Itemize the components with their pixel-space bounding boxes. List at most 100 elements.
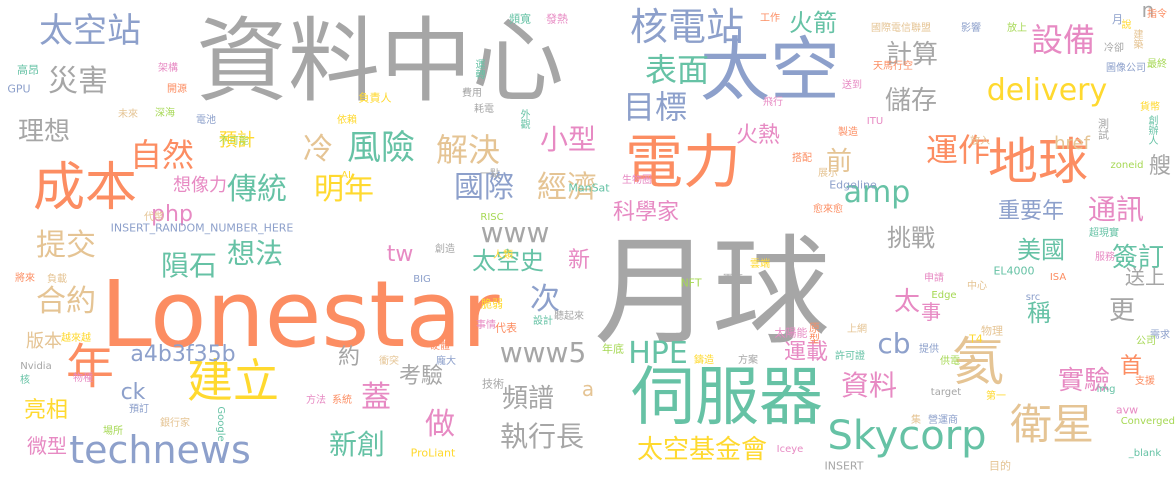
word-76: 版本 bbox=[26, 331, 62, 352]
word-49: 美國 bbox=[1017, 236, 1065, 264]
small-word-68: 需求 bbox=[1150, 330, 1170, 341]
word-77: 預計 bbox=[219, 130, 255, 151]
small-word-40: ManSat bbox=[568, 181, 610, 195]
small-word-102: ProLiant bbox=[410, 446, 456, 460]
small-word-91: 銀行家 bbox=[160, 418, 190, 429]
small-word-98: 支援 bbox=[1135, 376, 1155, 387]
small-word-15: 費用 bbox=[462, 88, 482, 99]
small-word-59: 中心 bbox=[967, 281, 987, 292]
small-word-38: AI bbox=[341, 170, 351, 181]
small-word-30: 依賴 bbox=[337, 115, 357, 126]
word-59: 新 bbox=[567, 248, 591, 273]
word-63: 考驗 bbox=[398, 364, 444, 389]
word-67: 新創 bbox=[328, 428, 386, 461]
small-word-3: 國際電信聯盟 bbox=[871, 23, 931, 34]
word-56: 重要年 bbox=[997, 199, 1065, 224]
word-84: a bbox=[581, 377, 595, 401]
word-22: 傳統 bbox=[227, 172, 287, 207]
small-word-16: 運轉 bbox=[473, 59, 484, 79]
small-word-71: Nvidia bbox=[20, 361, 52, 372]
word-23: 明年 bbox=[314, 172, 374, 207]
word-10: technews bbox=[69, 428, 251, 472]
word-83: 首 bbox=[1119, 354, 1143, 379]
word-29: 設備 bbox=[1030, 21, 1096, 59]
small-word-62: 脆弱 bbox=[481, 297, 503, 311]
word-18: 自然 bbox=[129, 136, 195, 174]
word-44: www5 bbox=[499, 336, 587, 369]
small-word-10: 開源 bbox=[167, 84, 187, 95]
small-word-32: 外觀 bbox=[518, 109, 529, 129]
small-word-76: 龐大 bbox=[436, 356, 456, 367]
word-58: 太空史 bbox=[472, 247, 544, 275]
small-word-46: 人類 bbox=[493, 250, 513, 261]
small-word-72: 核 bbox=[20, 375, 30, 386]
small-word-101: Converged bbox=[1120, 416, 1175, 427]
small-word-57: 申請 bbox=[924, 273, 944, 284]
word-24: 國際 bbox=[454, 170, 514, 205]
small-word-103: INSERT bbox=[824, 459, 864, 473]
small-word-105: Iceye bbox=[776, 444, 804, 455]
small-word-53: NFT bbox=[680, 276, 702, 290]
small-word-95: target bbox=[930, 387, 962, 398]
word-9: 建立 bbox=[187, 354, 279, 408]
small-word-33: 飛行 bbox=[763, 97, 783, 108]
word-42: 合約 bbox=[36, 284, 96, 319]
small-word-89: 方法 bbox=[306, 395, 326, 406]
small-word-6: 說 bbox=[1119, 19, 1130, 29]
small-word-35: 展示 bbox=[818, 168, 838, 179]
small-word-17: 送到 bbox=[842, 80, 862, 91]
small-word-23: 測試 bbox=[1096, 118, 1110, 140]
word-6: 地球 bbox=[988, 133, 1088, 191]
small-word-21: 最終 bbox=[1147, 59, 1167, 70]
small-word-65: 事情 bbox=[476, 320, 496, 331]
small-word-67: 上網 bbox=[847, 324, 867, 335]
small-word-24: 創辦人 bbox=[1146, 115, 1157, 145]
word-48: 挑戰 bbox=[887, 224, 935, 252]
small-word-75: 衝突 bbox=[379, 356, 399, 367]
small-word-51: 負載 bbox=[47, 274, 67, 285]
small-word-64: 設計 bbox=[533, 316, 553, 327]
small-word-27: 放入 bbox=[970, 136, 990, 147]
small-word-69: 公司 bbox=[1136, 336, 1156, 347]
word-34: 理想 bbox=[17, 117, 71, 147]
small-word-4: 影響 bbox=[961, 23, 981, 34]
small-word-108: 月 bbox=[1110, 13, 1124, 25]
word-11: 氦 bbox=[951, 333, 1005, 393]
word-2: 資料中心 bbox=[195, 8, 565, 115]
word-38: php bbox=[151, 202, 193, 227]
small-word-36: Edgeline bbox=[829, 178, 877, 192]
word-47: cb bbox=[877, 327, 911, 360]
small-word-107: 目的 bbox=[989, 459, 1011, 473]
small-word-54: 雲端 bbox=[750, 259, 770, 270]
word-26: delivery bbox=[986, 73, 1108, 108]
word-41: 提交 bbox=[36, 228, 96, 263]
small-word-96: img bbox=[1096, 384, 1116, 395]
small-word-92: 預訂 bbox=[129, 404, 149, 415]
small-word-77: 年底 bbox=[602, 342, 624, 356]
word-32: 火箭 bbox=[789, 9, 837, 37]
word-3: 太空 bbox=[700, 29, 840, 111]
word-16: 表面 bbox=[644, 51, 710, 89]
word-64: 頻譜 bbox=[501, 384, 555, 414]
small-word-81: 太陽能 bbox=[774, 326, 808, 340]
small-word-0: 頻寬 bbox=[509, 12, 531, 26]
word-35: 小型 bbox=[539, 123, 597, 156]
small-word-94: 第一 bbox=[986, 391, 1006, 402]
small-word-44: INSERT_RANDOM_NUMBER_HERE bbox=[110, 221, 294, 235]
small-word-73: 物種 bbox=[73, 373, 93, 384]
small-word-9: 架構 bbox=[158, 63, 178, 74]
small-word-37: zoneid bbox=[1110, 160, 1144, 171]
small-word-61: Edge bbox=[931, 290, 957, 301]
word-1: Lonestar bbox=[100, 261, 500, 368]
small-word-55: 軍事 bbox=[723, 274, 743, 285]
word-61: 約 bbox=[337, 345, 361, 370]
small-word-45: RISC bbox=[480, 212, 504, 223]
word-50: 通訊 bbox=[1087, 193, 1145, 226]
small-word-1: 發熱 bbox=[546, 12, 568, 26]
word-45: tw bbox=[386, 242, 414, 267]
small-word-14: 負責人 bbox=[358, 91, 392, 105]
small-word-26: 製造 bbox=[838, 127, 858, 138]
word-36: 火熱 bbox=[735, 123, 781, 148]
small-word-49: 服務 bbox=[1095, 252, 1115, 263]
